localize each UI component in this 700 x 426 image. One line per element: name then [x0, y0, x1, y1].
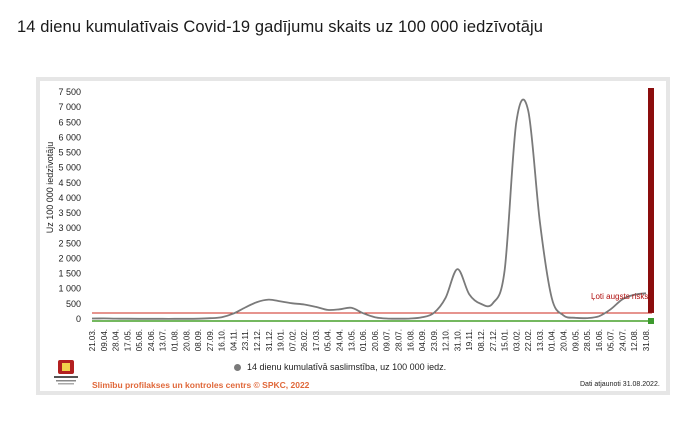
y-tick-label: 5 000	[58, 163, 81, 173]
x-tick-label: 31.08.	[642, 329, 651, 351]
x-tick-label: 22.02.	[524, 329, 533, 351]
footer-source: Slimību profilakses un kontroles centrs …	[92, 380, 310, 390]
x-tick-label: 20.08.	[182, 329, 191, 351]
x-tick-label: 28.05.	[583, 329, 592, 351]
x-tick-label: 04.11.	[229, 329, 238, 351]
y-tick-label: 1 000	[58, 284, 81, 294]
chart-svg: 0 500 1 000 1 500 2 000 2 500 3 000 3 500 4 000 4…	[45, 87, 654, 351]
x-tick-label: 27.12.	[489, 329, 498, 351]
x-tick-label: 24.06.	[147, 329, 156, 351]
y-tick-label: 6 500	[58, 117, 81, 127]
x-tick-label: 16.08.	[406, 329, 415, 351]
x-tick-label: 13.05.	[347, 329, 356, 351]
x-tick-label: 28.04.	[112, 329, 121, 351]
x-tick-label: 09.05.	[571, 329, 580, 351]
x-tick-label: 12.10.	[442, 329, 451, 351]
x-tick-label: 31.10.	[453, 329, 462, 351]
y-tick-label: 3 000	[58, 223, 81, 233]
y-tick-label: 7 000	[58, 102, 81, 112]
x-tick-label: 24.04.	[336, 329, 345, 351]
x-tick-label: 23.11.	[241, 329, 250, 351]
y-tick-label: 0	[76, 314, 81, 324]
y-tick-label: 7 500	[58, 87, 81, 97]
y-tick-label: 3 500	[58, 208, 81, 218]
x-tick-label: 05.04.	[324, 329, 333, 351]
y-tick-label: 1 500	[58, 269, 81, 279]
series-line	[91, 98, 647, 320]
y-tick-label: 6 000	[58, 132, 81, 142]
x-tick-label: 20.06.	[371, 329, 380, 351]
x-tick-label: 27.09.	[206, 329, 215, 351]
x-tick-label: 05.06.	[135, 329, 144, 351]
page-title: 14 dienu kumulatīvais Covid-19 gadījumu …	[17, 18, 544, 36]
x-tick-label: 01.06.	[359, 329, 368, 351]
legend-marker	[234, 363, 241, 371]
x-tick-label: 12.08.	[630, 329, 639, 351]
x-tick-label: 28.07.	[394, 329, 403, 351]
x-tick-label: 12.12.	[253, 329, 262, 351]
legend: 14 dienu kumulatīvā saslimstība, uz 100 …	[234, 362, 446, 372]
y-axis-title: Uz 100 000 iedzīvotāju	[45, 142, 55, 234]
x-tick-label: 26.02.	[300, 329, 309, 351]
x-tick-label: 17.03.	[312, 329, 321, 351]
y-tick-label: 2 500	[58, 238, 81, 248]
y-tick-label: 4 000	[58, 193, 81, 203]
spkc-logo	[54, 360, 78, 385]
footer-updated: Dati atjaunoti 31.08.2022.	[580, 381, 660, 388]
y-tick-label: 5 500	[58, 148, 81, 158]
x-tick-label: 19.01.	[277, 329, 286, 351]
y-tick-label: 4 500	[58, 178, 81, 188]
y-tick-label: 2 000	[58, 253, 81, 263]
x-tick-label: 09.07.	[383, 329, 392, 351]
y-tick-label: 500	[66, 299, 81, 309]
x-tick-label: 15.01.	[501, 329, 510, 351]
x-tick-label: 16.10.	[218, 329, 227, 351]
x-tick-label: 16.06.	[595, 329, 604, 351]
x-tick-label: 08.12.	[477, 329, 486, 351]
risk-annotation-label: Ļoti augsts risks	[591, 292, 648, 301]
x-tick-label: 13.07.	[159, 329, 168, 351]
x-tick-label: 05.07.	[607, 329, 616, 351]
x-tick-label: 13.03.	[536, 329, 545, 351]
x-tick-label: 17.05.	[123, 329, 132, 351]
x-tick-label: 24.07.	[618, 329, 627, 351]
x-tick-label: 23.09.	[430, 329, 439, 351]
x-tick-label: 01.08.	[171, 329, 180, 351]
x-tick-label: 31.12.	[265, 329, 274, 351]
x-tick-label: 09.04.	[100, 329, 109, 351]
x-tick-label: 08.09.	[194, 329, 203, 351]
x-tick-label: 07.02.	[288, 329, 297, 351]
x-tick-label: 03.02.	[512, 329, 521, 351]
legend-label: 14 dienu kumulatīvā saslimstība, uz 100 …	[247, 362, 447, 372]
x-tick-label: 21.03.	[88, 329, 97, 351]
x-tick-label: 01.04.	[548, 329, 557, 351]
risk-bar-low	[648, 318, 654, 324]
risk-bar-high	[648, 88, 654, 313]
chart-card: 0 500 1 000 1 500 2 000 2 500 3 000 3 500 4 000 4…	[40, 81, 666, 391]
x-tick-label: 19.11.	[465, 329, 474, 351]
x-tick-label: 20.04.	[559, 329, 568, 351]
chart-frame: 0 500 1 000 1 500 2 000 2 500 3 000 3 500 4 000 4…	[36, 77, 670, 395]
x-tick-label: 04.09.	[418, 329, 427, 351]
